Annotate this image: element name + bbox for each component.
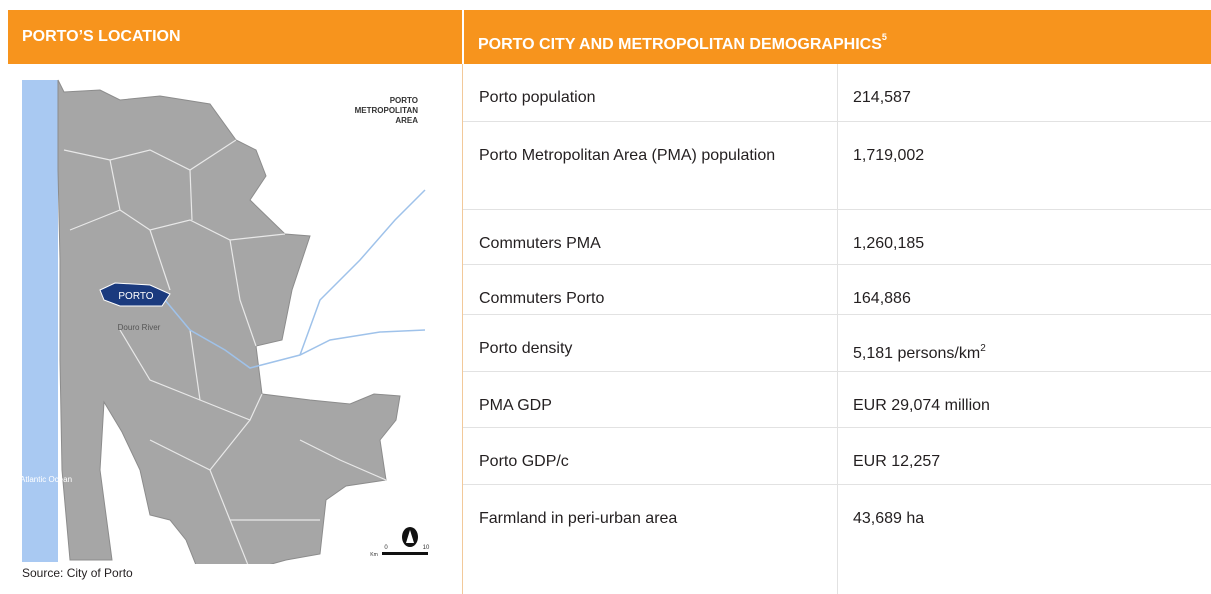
north-arrow	[402, 527, 418, 547]
header-text: PORTO CITY AND METROPOLITAN DEMOGRAPHICS	[478, 36, 882, 53]
river-label: Douro River	[118, 323, 161, 332]
map-title-line: PORTO	[390, 96, 418, 105]
column-separator	[462, 64, 463, 594]
table-row: PMA GDP EUR 29,074 million	[463, 372, 1211, 428]
row-label: Porto GDP/c	[479, 453, 569, 470]
table-row: Porto population 214,587	[463, 64, 1211, 122]
map: PORTO Douro River Atlantic Ocean PORTO M…	[20, 79, 430, 564]
row-label: Commuters Porto	[479, 290, 605, 307]
row-value: 164,886	[853, 285, 911, 313]
row-label: Porto density	[479, 340, 573, 357]
value-text: 5,181 persons/km	[853, 345, 981, 362]
value-text: 214,587	[853, 89, 911, 106]
row-label: Commuters PMA	[479, 235, 601, 252]
row-value: 5,181 persons/km2	[853, 335, 986, 368]
row-value: 1,260,185	[853, 230, 924, 258]
cell-separator	[837, 122, 838, 209]
row-label: PMA GDP	[479, 397, 552, 414]
footnote: 5	[881, 32, 887, 42]
value-text: 43,689 ha	[853, 510, 925, 527]
river	[164, 189, 426, 369]
cell-separator	[837, 210, 838, 264]
ocean	[22, 80, 58, 562]
cell-separator	[837, 265, 838, 314]
cell-separator	[837, 64, 838, 121]
row-label: Porto population	[479, 89, 596, 106]
porto-area	[99, 282, 171, 307]
cell-separator	[837, 372, 838, 427]
scale-bar	[382, 552, 428, 555]
scale-start: 0	[384, 545, 388, 551]
left-header: PORTO’S LOCATION	[8, 10, 462, 64]
value-text: 1,260,185	[853, 235, 925, 252]
row-value: 214,587	[853, 84, 911, 112]
cell-separator	[837, 428, 838, 484]
cell-separator	[837, 315, 838, 371]
city-label: PORTO	[118, 291, 153, 302]
boundaries	[63, 139, 387, 564]
table-row: Porto density 5,181 persons/km2	[463, 315, 1211, 372]
row-value: EUR 12,257	[853, 448, 940, 476]
table-row: Porto GDP/c EUR 12,257	[463, 428, 1211, 485]
row-value: EUR 29,074 million	[853, 392, 990, 420]
value-text: 164,886	[853, 290, 911, 307]
map-title-line: METROPOLITAN	[355, 106, 419, 115]
row-value: 1,719,002	[853, 142, 924, 170]
scale-unit: Km	[370, 552, 378, 558]
source: Source: City of Porto	[22, 566, 133, 580]
row-label: Farmland in peri-urban area	[479, 510, 678, 527]
table-row: Farmland in peri-urban area 43,689 ha	[463, 485, 1211, 594]
row-value: 43,689 ha	[853, 505, 924, 533]
table-row: Commuters Porto 164,886	[463, 265, 1211, 315]
table-row: Commuters PMA 1,260,185	[463, 210, 1211, 265]
row-label: Porto Metropolitan Area (PMA) population	[479, 147, 776, 164]
table-row: Porto Metropolitan Area (PMA) population…	[463, 122, 1211, 210]
value-text: EUR 12,257	[853, 453, 941, 470]
ocean-label: Atlantic Ocean	[20, 475, 72, 484]
value-superscript: 2	[980, 343, 986, 354]
right-header: PORTO CITY AND METROPOLITAN DEMOGRAPHICS…	[464, 10, 1211, 64]
value-text: EUR 29,074 million	[853, 397, 990, 414]
land	[57, 79, 401, 564]
value-text: 1,719,002	[853, 147, 925, 164]
map-title: PORTO METROPOLITAN AREA	[355, 96, 419, 125]
cell-separator	[837, 485, 838, 594]
scale-end: 10	[423, 545, 430, 551]
map-title-line: AREA	[395, 116, 418, 125]
